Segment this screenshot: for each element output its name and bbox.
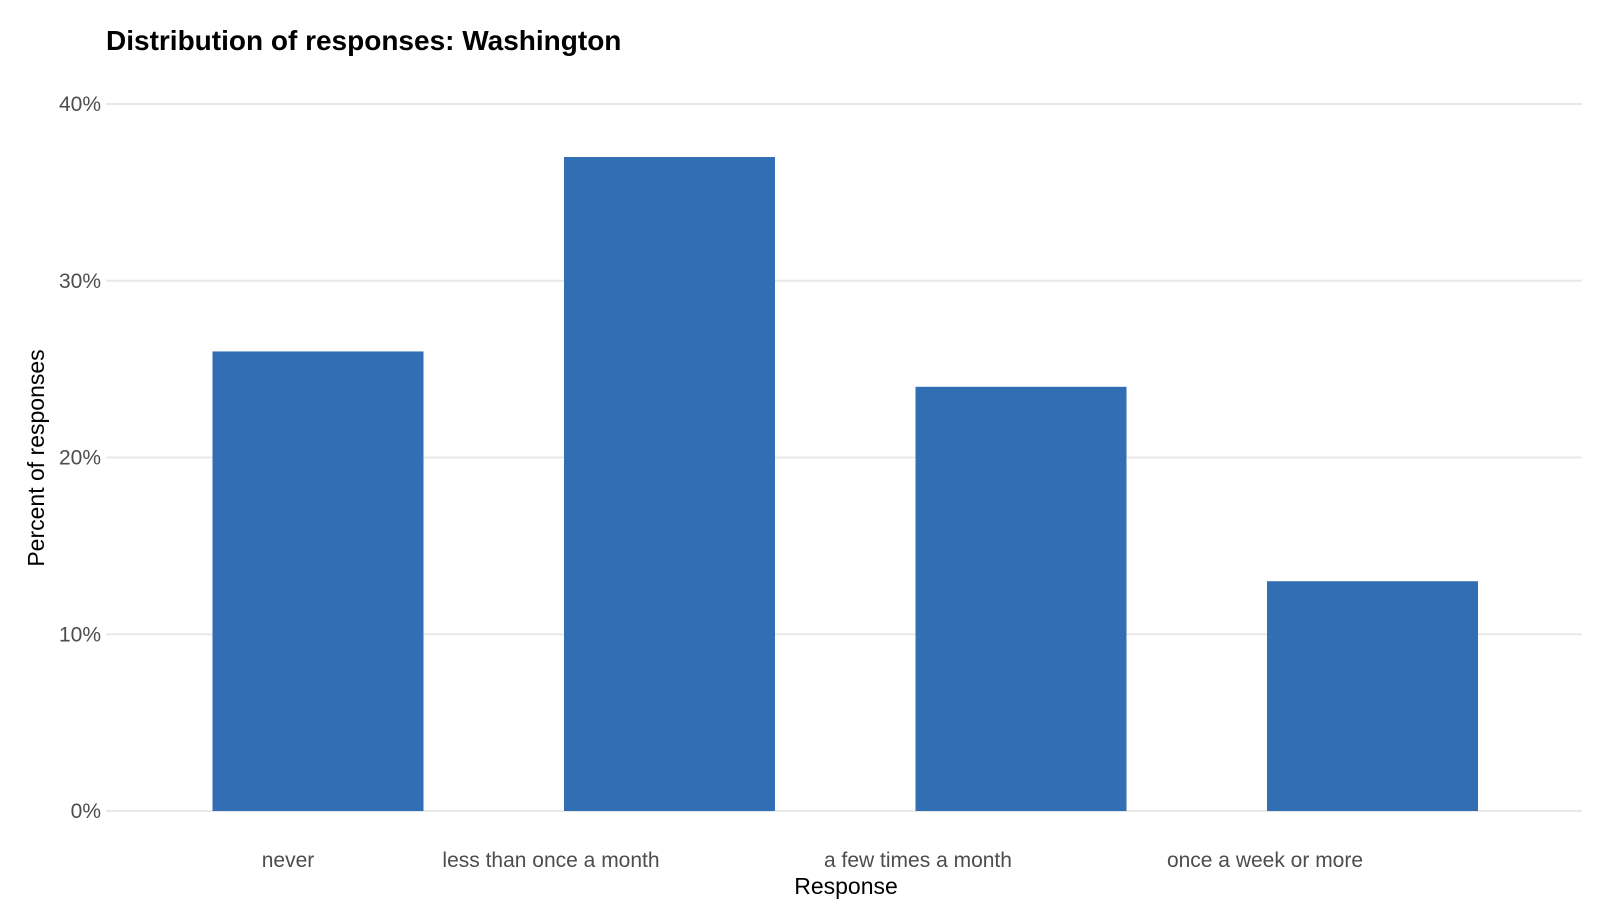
x-tick-label: a few times a month bbox=[824, 849, 1012, 872]
chart-title: Distribution of responses: Washington bbox=[106, 25, 621, 56]
x-axis-ticks: never less than once a month a few times a… bbox=[262, 849, 1363, 872]
y-axis-title: Percent of responses bbox=[23, 349, 49, 566]
x-tick-label: never bbox=[262, 849, 315, 872]
y-tick-label: 10% bbox=[59, 623, 101, 646]
bar bbox=[915, 386, 1127, 811]
x-tick-label: less than once a month bbox=[442, 849, 659, 872]
x-axis-title: Response bbox=[794, 873, 898, 899]
bar bbox=[564, 157, 775, 811]
bar bbox=[212, 351, 424, 811]
y-tick-label: 0% bbox=[71, 800, 101, 823]
bar bbox=[1267, 581, 1478, 811]
x-tick-label: once a week or more bbox=[1167, 849, 1363, 872]
y-tick-label: 20% bbox=[59, 447, 101, 470]
y-axis-ticks: 0% 10% 20% 30% 40% bbox=[59, 93, 101, 823]
bars bbox=[212, 157, 1478, 811]
y-tick-label: 30% bbox=[59, 270, 101, 293]
y-tick-label: 40% bbox=[59, 93, 101, 116]
